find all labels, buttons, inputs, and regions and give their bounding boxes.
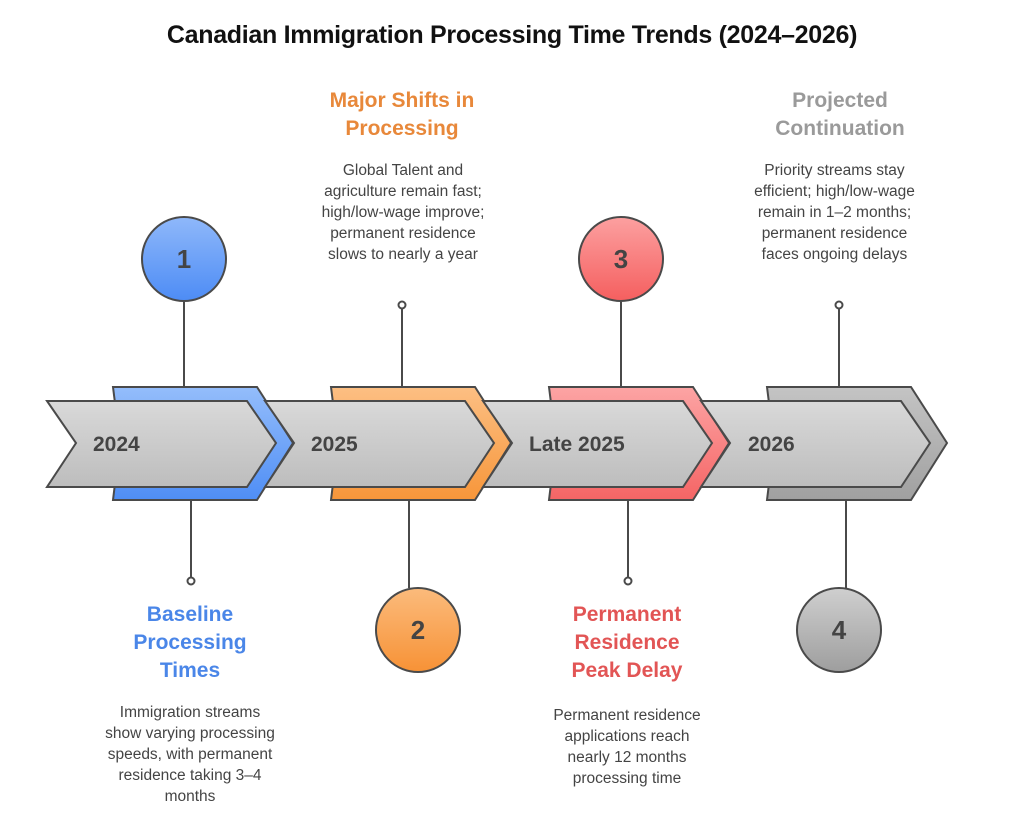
step-heading-1: Baseline Processing Times xyxy=(133,603,247,682)
step-heading-4: Projected Continuation xyxy=(775,89,905,140)
step-number-3: 3 xyxy=(614,244,628,274)
chevron-front-4 xyxy=(699,400,932,488)
chevron-front-2 xyxy=(263,400,496,488)
step-number-4: 4 xyxy=(832,615,847,645)
step-heading-2: Major Shifts in Processing xyxy=(329,89,475,140)
chevron-front-3 xyxy=(481,400,714,488)
diagram-title: Canadian Immigration Processing Time Tre… xyxy=(166,21,858,49)
step-heading-3: Permanent Residence Peak Delay xyxy=(571,603,683,682)
year-label-2: 2025 xyxy=(311,433,358,456)
step-marker-2 xyxy=(375,587,461,673)
step-number-1: 1 xyxy=(177,244,191,274)
step-description-4: Priority streams stay efficient; high/lo… xyxy=(754,162,915,263)
step-description-3: Permanent residence applications reach n… xyxy=(553,707,701,787)
year-label-1: 2024 xyxy=(93,433,140,456)
year-label-3: Late 2025 xyxy=(529,433,625,456)
step-marker-1 xyxy=(141,216,227,302)
step-number-2: 2 xyxy=(411,615,425,645)
chevron-front-1 xyxy=(45,400,278,488)
year-label-4: 2026 xyxy=(748,433,795,456)
step-marker-4 xyxy=(796,587,882,673)
connectors xyxy=(183,300,847,588)
step-description-2: Global Talent and agriculture remain fas… xyxy=(321,162,485,263)
step-description-1: Immigration streams show varying process… xyxy=(105,704,275,805)
step-marker-3 xyxy=(578,216,664,302)
